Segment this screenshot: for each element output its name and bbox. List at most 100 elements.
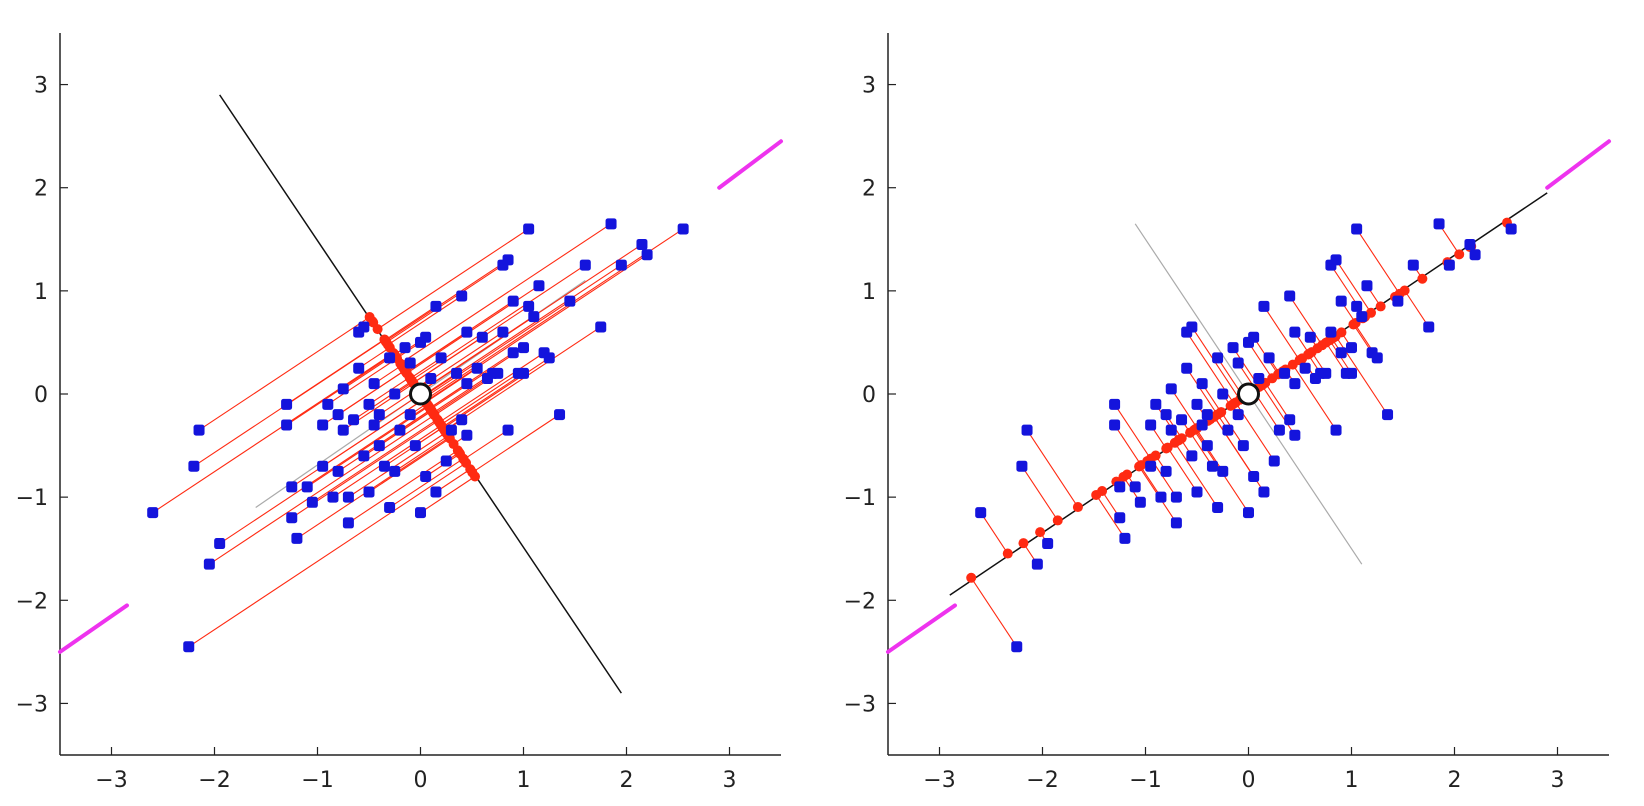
data-point <box>1109 398 1121 410</box>
projection-line <box>472 414 560 473</box>
data-point <box>1119 532 1131 544</box>
data-point <box>507 295 519 307</box>
projection-line <box>1170 388 1198 429</box>
data-point <box>502 254 514 266</box>
projection-line <box>406 285 540 374</box>
projection-line <box>1289 295 1323 346</box>
data-point <box>1351 223 1363 235</box>
data-point <box>1222 424 1234 436</box>
projection-line <box>980 512 1009 554</box>
x-tick-label: −2 <box>198 768 230 793</box>
projection-line <box>327 357 398 405</box>
projected-point <box>448 439 459 450</box>
data-point <box>471 362 483 374</box>
data-point <box>1186 321 1198 333</box>
data-point <box>1382 409 1394 421</box>
data-point <box>353 362 365 374</box>
projection-line <box>353 380 413 421</box>
projection-line <box>198 316 370 431</box>
projection-line <box>463 429 509 460</box>
x-tick-label: −2 <box>1026 768 1058 793</box>
data-point <box>1201 440 1213 452</box>
left-panel-pca-projection-on-minor-axis: −3 −2 −1 0 1 2 3 −3 −2 −1 0 1 2 3 <box>16 33 783 793</box>
data-point <box>368 419 380 431</box>
projection-line <box>405 300 514 373</box>
mean-marker <box>1237 382 1260 406</box>
data-point <box>1289 429 1301 441</box>
y-tick-label: 1 <box>862 280 876 305</box>
data-point <box>409 440 421 452</box>
projection-line <box>1026 429 1079 508</box>
data-point <box>1248 471 1260 483</box>
data-point <box>1186 450 1198 462</box>
data-point <box>1165 424 1177 436</box>
data-point <box>1320 367 1332 379</box>
data-point <box>461 429 473 441</box>
y-tick-label: 2 <box>34 177 48 202</box>
projection-line <box>1021 465 1059 521</box>
projection-line <box>337 369 406 416</box>
projection-line <box>286 339 385 405</box>
data-point <box>1284 290 1296 302</box>
data-point <box>533 280 545 292</box>
data-point <box>1170 517 1182 529</box>
projected-point <box>1162 442 1173 453</box>
data-point <box>384 501 396 513</box>
data-point <box>1433 218 1445 230</box>
data-point <box>1469 249 1481 261</box>
projected-point <box>1134 461 1145 472</box>
data-point <box>1160 465 1172 477</box>
data-point <box>1423 321 1435 333</box>
projection-line <box>412 305 529 384</box>
projection-line <box>433 378 488 415</box>
data-point <box>1042 538 1054 550</box>
data-point <box>1201 409 1213 421</box>
data-point <box>183 641 195 653</box>
data-point <box>1160 409 1172 421</box>
projection-line <box>438 352 545 423</box>
projected-point <box>1002 548 1013 559</box>
data-point <box>1289 378 1301 390</box>
projection-line <box>368 437 451 493</box>
data-point <box>1031 558 1043 570</box>
data-point <box>1263 352 1275 364</box>
y-tick-label: 0 <box>862 383 876 408</box>
data-point <box>203 558 215 570</box>
projection-line <box>1095 494 1126 539</box>
data-point <box>641 249 653 261</box>
data-point <box>502 424 514 436</box>
projection-line <box>425 367 478 403</box>
data-point <box>1181 362 1193 374</box>
data-point <box>1371 352 1383 364</box>
projection-line <box>387 295 463 346</box>
projection-line <box>209 414 435 565</box>
y-tick-label: 0 <box>34 383 48 408</box>
data-point <box>1505 223 1517 235</box>
data-point <box>528 311 540 323</box>
data-point <box>358 321 370 333</box>
data-point <box>1155 491 1167 503</box>
data-point <box>420 471 432 483</box>
data-point <box>1279 367 1291 379</box>
y-tick-label: −2 <box>844 589 876 614</box>
data-point <box>342 491 354 503</box>
data-point <box>1016 460 1028 472</box>
projected-point <box>1091 489 1102 500</box>
data-point <box>348 414 360 426</box>
projection-line <box>188 462 467 648</box>
projection-line <box>219 404 429 545</box>
data-point <box>1304 331 1316 343</box>
data-point <box>1243 507 1254 519</box>
data-point <box>1191 398 1203 410</box>
data-point <box>543 352 555 364</box>
data-point <box>1356 311 1368 323</box>
data-point <box>518 367 529 379</box>
data-point <box>384 352 396 364</box>
data-point <box>523 300 535 312</box>
y-tick-label: 1 <box>34 280 48 305</box>
x-tick-label: 0 <box>414 768 428 793</box>
data-point <box>636 238 648 250</box>
projection-line <box>377 228 529 330</box>
projection-line <box>1114 424 1142 466</box>
projection-line <box>424 228 684 401</box>
